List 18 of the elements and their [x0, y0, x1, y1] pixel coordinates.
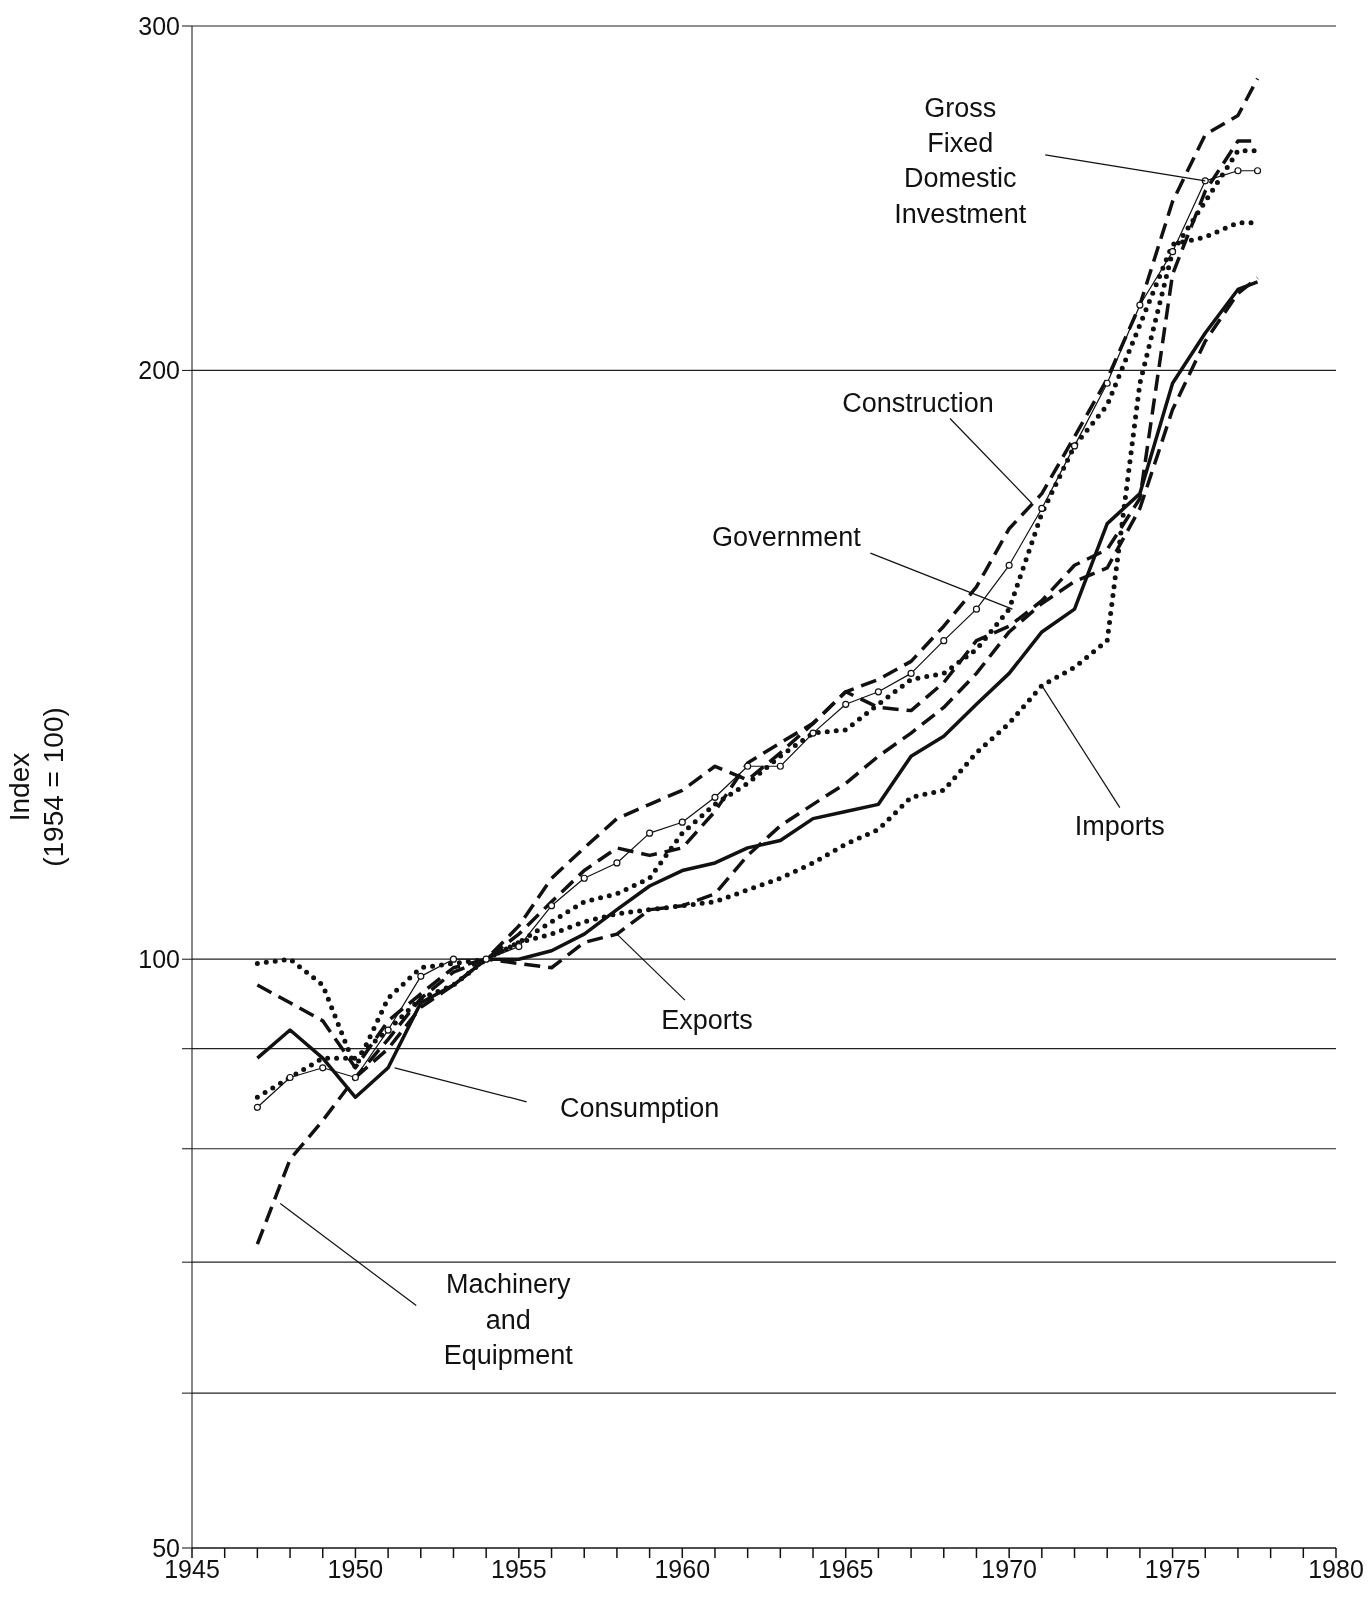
x-tick-label: 1980 [1308, 1554, 1364, 1583]
annotation: Machinery and Equipment [443, 1269, 574, 1370]
y-tick-label: 200 [138, 356, 180, 385]
x-tick-label: 1955 [491, 1554, 547, 1583]
y-tick-label: 300 [138, 11, 180, 40]
annotation: Construction [842, 388, 994, 419]
annotation: Gross Fixed Domestic Investment [894, 93, 1027, 229]
x-tick-label: 1970 [981, 1554, 1037, 1583]
x-tick-label: 1975 [1144, 1554, 1201, 1583]
y-tick-label: 100 [138, 945, 180, 974]
x-tick-label: 1950 [327, 1554, 384, 1583]
y-axis-title: Index (1954 = 100) [4, 707, 69, 867]
annotation: Imports [1074, 810, 1165, 841]
x-tick-label: 1965 [817, 1554, 874, 1583]
annotation: Exports [661, 1005, 753, 1036]
annotation: Consumption [560, 1092, 720, 1123]
annotation: Government [712, 522, 862, 553]
x-tick-label: 1960 [654, 1554, 711, 1583]
